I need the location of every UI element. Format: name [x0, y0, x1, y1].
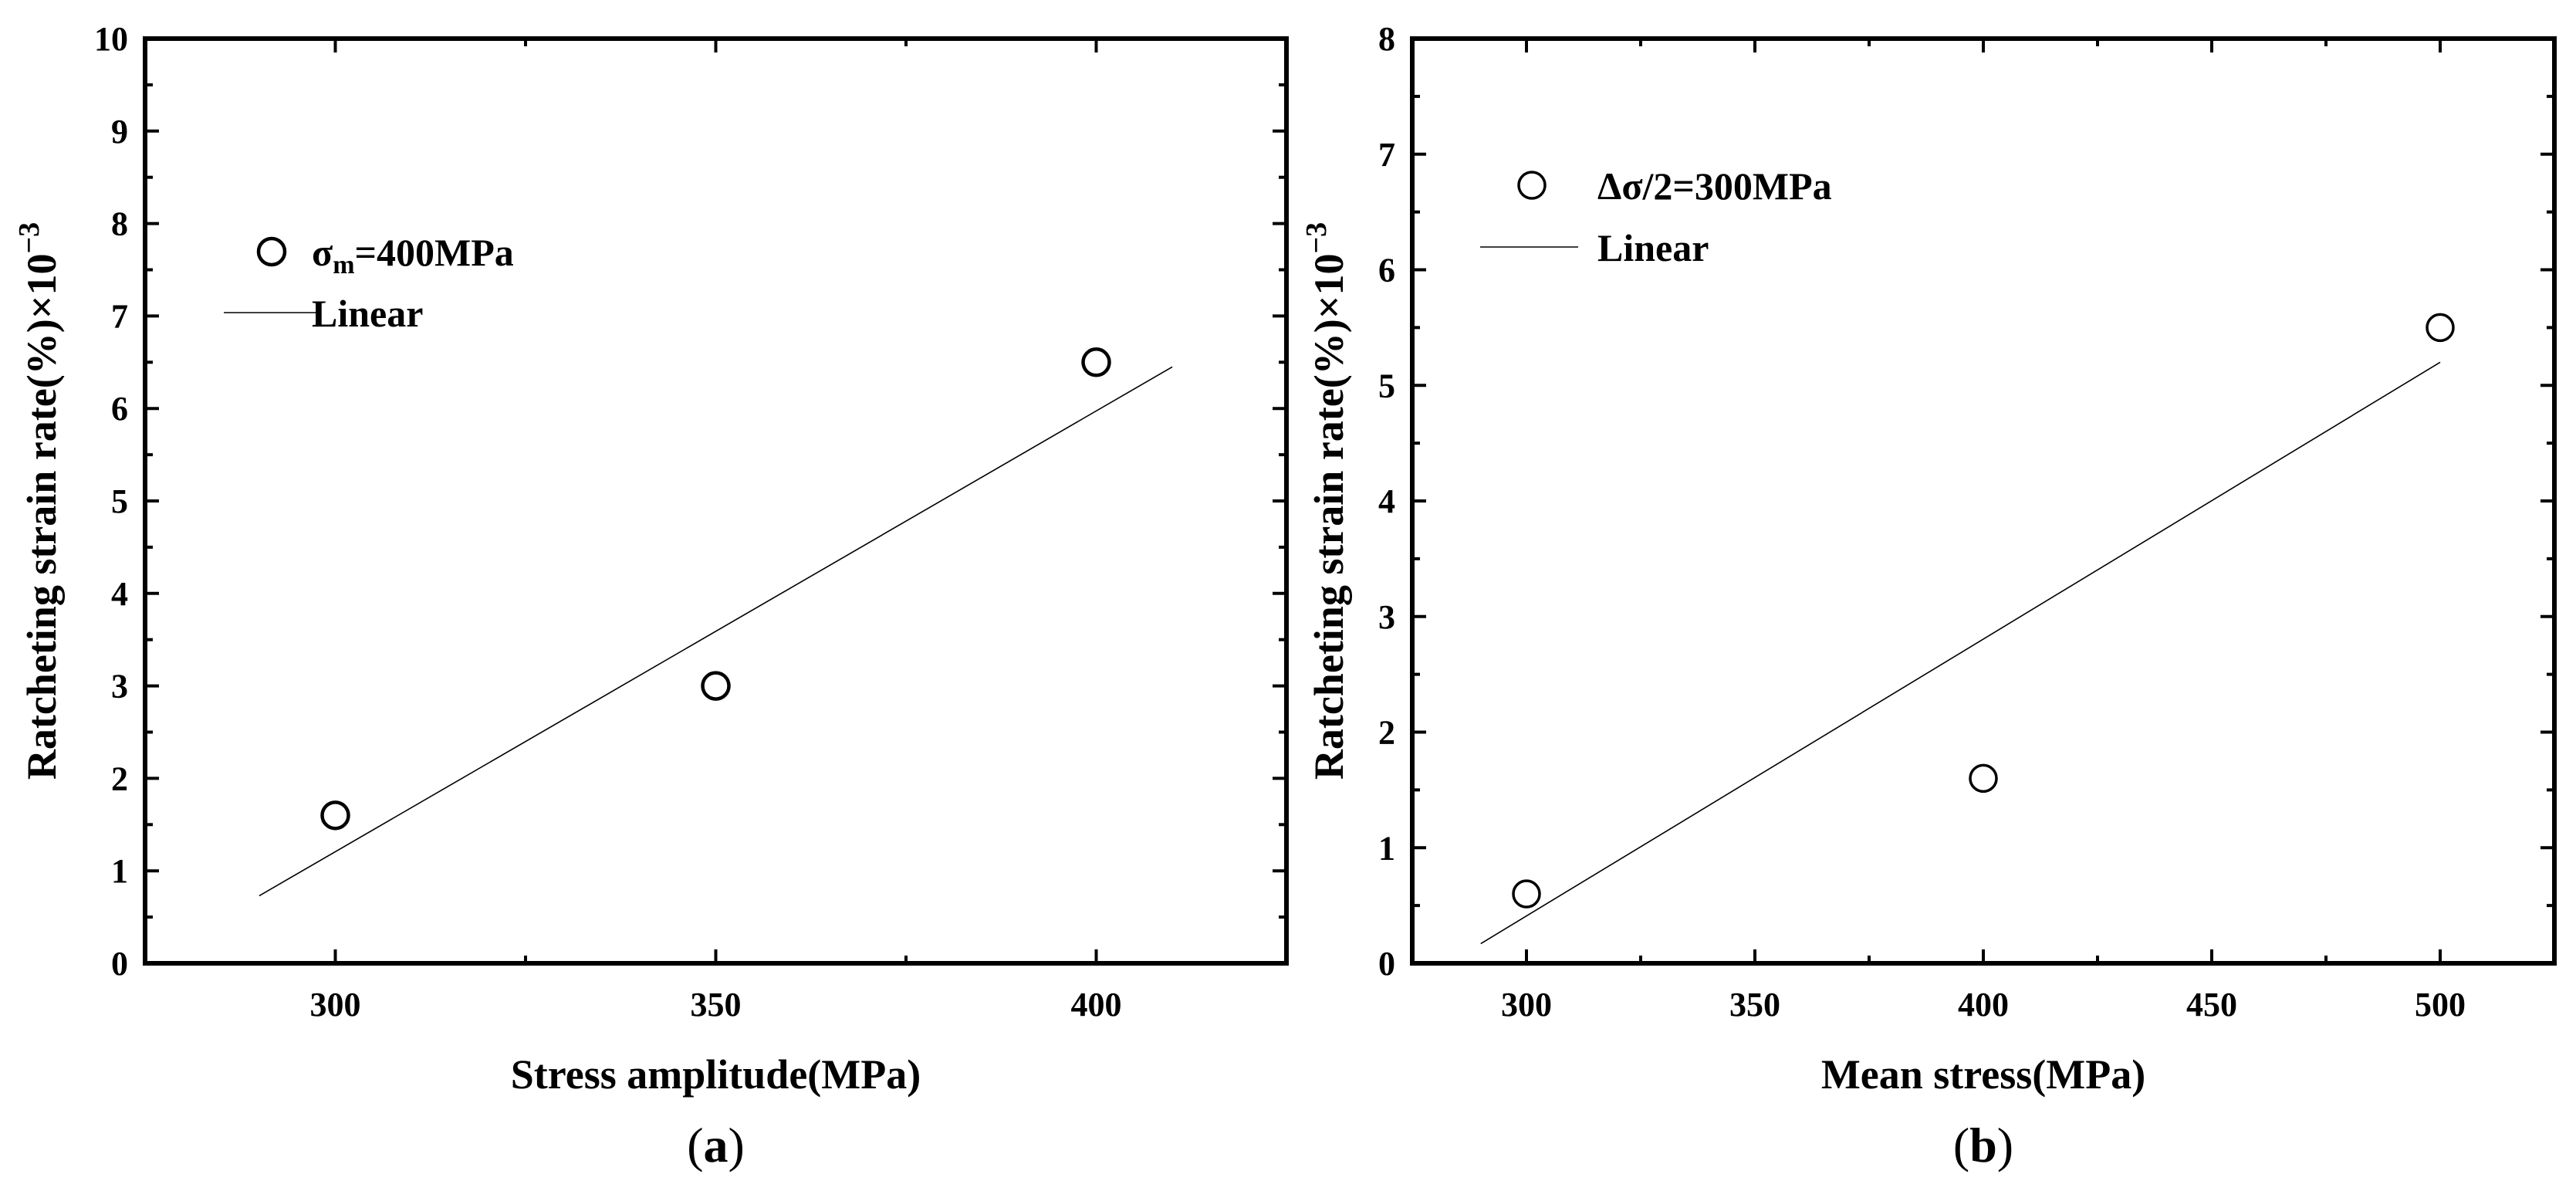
- y-tick-label: 4: [1378, 482, 1395, 520]
- x-axis-label: Stress amplitude(MPa): [511, 1051, 921, 1098]
- panel-letter: b: [1969, 1118, 1997, 1172]
- chart-panel-a: 0 1 2 3 4 5 6 7 8 9 10 300 350 400 σm=400MPa Linear Stre…: [13, 20, 1289, 1172]
- plot-frame: [143, 36, 1289, 966]
- y-tick-label: 1: [111, 852, 128, 890]
- legend-marker-icon: [256, 236, 287, 267]
- legend-linear-label: Linear: [312, 292, 423, 335]
- legend-series-label: σm=400MPa: [312, 231, 514, 279]
- y-axis-label-main: Ratcheting strain rate(%)×10: [1306, 254, 1352, 780]
- x-tick-label: 350: [691, 986, 742, 1024]
- y-tick-label: 3: [111, 668, 128, 705]
- y-tick-label: 8: [1378, 20, 1395, 58]
- chart-panel-b: 0 1 2 3 4 5 6 7 8 300 350 400 450 500 Δσ/2=300MPa Linea…: [1300, 20, 2557, 1172]
- panel-paren-open: (: [687, 1118, 703, 1172]
- panel-label: (a): [687, 1118, 745, 1172]
- y-axis-label: Ratcheting strain rate(%)×10−3: [13, 222, 65, 780]
- y-tick-label: 10: [94, 20, 128, 58]
- legend-label-main: σ: [312, 231, 333, 274]
- legend-label-main: Δσ/2=300MPa: [1597, 164, 1832, 208]
- legend-label-subscript: m: [333, 251, 354, 279]
- legend-label-rest: =400MPa: [355, 231, 514, 274]
- legend-series-label: Δσ/2=300MPa: [1597, 164, 1832, 208]
- panel-paren-close: ): [729, 1118, 745, 1172]
- x-tick-label: 350: [1729, 986, 1780, 1024]
- linear-fit-line: [259, 366, 1173, 897]
- legend-linear-label: Linear: [1597, 226, 1709, 269]
- y-tick-label: 5: [1378, 367, 1395, 404]
- y-tick-label: 2: [111, 760, 128, 797]
- panel-letter: a: [704, 1118, 729, 1172]
- data-point: [1512, 879, 1541, 908]
- y-axis-label-exponent: −3: [1300, 222, 1333, 254]
- x-tick-label: 400: [1071, 986, 1122, 1024]
- y-axis-label-exponent: −3: [13, 222, 46, 254]
- y-axis-label-main: Ratcheting strain rate(%)×10: [19, 254, 65, 780]
- y-tick-label: 6: [111, 390, 128, 428]
- x-tick-label: 400: [1958, 986, 2009, 1024]
- data-point: [1969, 763, 1998, 793]
- y-tick-label: 5: [111, 482, 128, 520]
- panel-paren-close: ): [1997, 1118, 2013, 1172]
- y-tick-label: 7: [111, 297, 128, 335]
- data-point: [320, 800, 350, 831]
- linear-fit-line: [1480, 361, 2441, 945]
- x-axis-label: Mean stress(MPa): [1821, 1051, 2145, 1098]
- x-tick-label: 300: [310, 986, 361, 1024]
- panel-label: (b): [1953, 1118, 2013, 1172]
- data-point: [701, 671, 731, 701]
- x-tick-label: 300: [1501, 986, 1552, 1024]
- y-tick-label: 2: [1378, 714, 1395, 752]
- y-tick-label: 7: [1378, 136, 1395, 174]
- y-axis-label: Ratcheting strain rate(%)×10−3: [1300, 222, 1352, 780]
- y-tick-label: 8: [111, 205, 128, 243]
- y-tick-label: 3: [1378, 598, 1395, 636]
- data-point: [1081, 347, 1111, 377]
- legend-marker-icon: [1517, 171, 1547, 200]
- y-tick-label: 6: [1378, 252, 1395, 289]
- plot-frame: [1410, 36, 2557, 966]
- y-tick-label: 0: [111, 945, 128, 983]
- panel-paren-open: (: [1953, 1118, 1969, 1172]
- x-tick-label: 500: [2415, 986, 2466, 1024]
- data-point: [2426, 313, 2455, 343]
- y-tick-label: 9: [111, 113, 128, 151]
- y-tick-label: 0: [1378, 945, 1395, 983]
- x-tick-label: 450: [2186, 986, 2237, 1024]
- y-tick-label: 1: [1378, 829, 1395, 867]
- y-tick-label: 4: [111, 575, 128, 613]
